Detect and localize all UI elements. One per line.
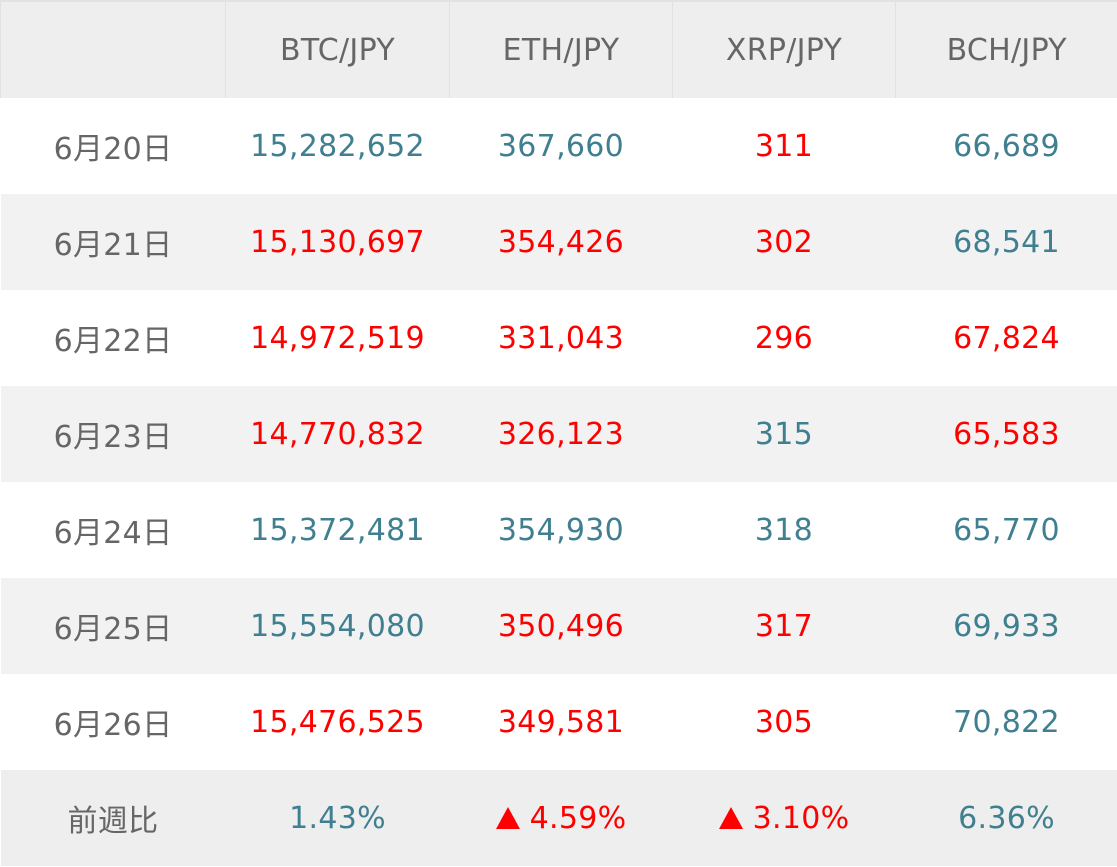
price-cell: 302 (754, 224, 814, 260)
row-date: 6月21日 (53, 228, 173, 263)
price-cell: 14,770,832 (250, 416, 425, 452)
table-row: 6月26日 15,476,525 349,581 305 70,822 (0, 674, 1117, 770)
price-cell: 318 (754, 512, 814, 548)
table-row: 6月24日 15,372,481 354,930 318 65,770 (0, 482, 1117, 578)
price-cell: 349,581 (497, 704, 625, 740)
weekly-change-value: 1.43% (289, 800, 386, 836)
row-date: 6月24日 (53, 516, 173, 551)
row-date: 6月26日 (53, 708, 173, 743)
price-cell: 331,043 (497, 320, 625, 356)
header-btc-jpy: BTC/JPY (225, 1, 450, 98)
price-cell: 354,426 (497, 224, 625, 260)
price-cell: 354,930 (497, 512, 625, 548)
price-cell: 367,660 (497, 128, 625, 164)
header-row: BTC/JPY ETH/JPY XRP/JPY BCH/JPY (0, 1, 1117, 98)
price-cell: 65,770 (953, 512, 1060, 548)
table-row: 6月21日 15,130,697 354,426 302 68,541 (0, 194, 1117, 290)
price-cell: 68,541 (953, 224, 1060, 260)
price-cell: 305 (754, 704, 814, 740)
price-cell: 15,476,525 (250, 704, 425, 740)
weekly-change-cell: 4.59% (450, 770, 673, 866)
price-cell: 70,822 (953, 704, 1060, 740)
row-date: 6月22日 (53, 324, 173, 359)
price-cell: 66,689 (953, 128, 1060, 164)
weekly-change-cell: 6.36% (896, 770, 1117, 866)
table-row: 6月20日 15,282,652 367,660 311 66,689 (0, 98, 1117, 194)
weekly-change-value: 3.10% (752, 800, 850, 836)
triangle-up-icon (495, 806, 520, 829)
header-corner (0, 1, 226, 98)
price-cell: 67,824 (953, 320, 1060, 356)
price-cell: 296 (754, 320, 814, 356)
price-cell: 15,130,697 (250, 224, 425, 260)
weekly-change-label: 前週比 (67, 804, 159, 839)
price-cell: 69,933 (953, 608, 1060, 644)
weekly-change-row: 前週比 1.43% 4.59% 3.10% 6.36% (0, 770, 1117, 866)
weekly-change-cell: 3.10% (673, 770, 896, 866)
header-xrp-jpy: XRP/JPY (672, 1, 896, 98)
triangle-up-icon (718, 806, 743, 829)
row-date: 6月20日 (53, 132, 173, 167)
price-cell: 326,123 (497, 416, 625, 452)
price-cell: 311 (754, 128, 814, 164)
weekly-change-value: 6.36% (958, 800, 1055, 836)
header-bch-jpy: BCH/JPY (895, 1, 1117, 98)
price-cell: 350,496 (497, 608, 625, 644)
weekly-change-cell: 1.43% (226, 770, 450, 866)
table-row: 6月22日 14,972,519 331,043 296 67,824 (0, 290, 1117, 386)
weekly-change-value: 4.59% (529, 800, 627, 836)
price-cell: 15,282,652 (250, 128, 425, 164)
table-row: 6月23日 14,770,832 326,123 315 65,583 (0, 386, 1117, 482)
header-eth-jpy: ETH/JPY (449, 1, 673, 98)
price-cell: 15,554,080 (250, 608, 425, 644)
price-cell: 15,372,481 (250, 512, 425, 548)
price-cell: 65,583 (953, 416, 1060, 452)
price-cell: 14,972,519 (250, 320, 425, 356)
price-cell: 315 (754, 416, 814, 452)
row-date: 6月23日 (53, 420, 173, 455)
row-date: 6月25日 (53, 612, 173, 647)
price-cell: 317 (754, 608, 814, 644)
table-row: 6月25日 15,554,080 350,496 317 69,933 (0, 578, 1117, 674)
